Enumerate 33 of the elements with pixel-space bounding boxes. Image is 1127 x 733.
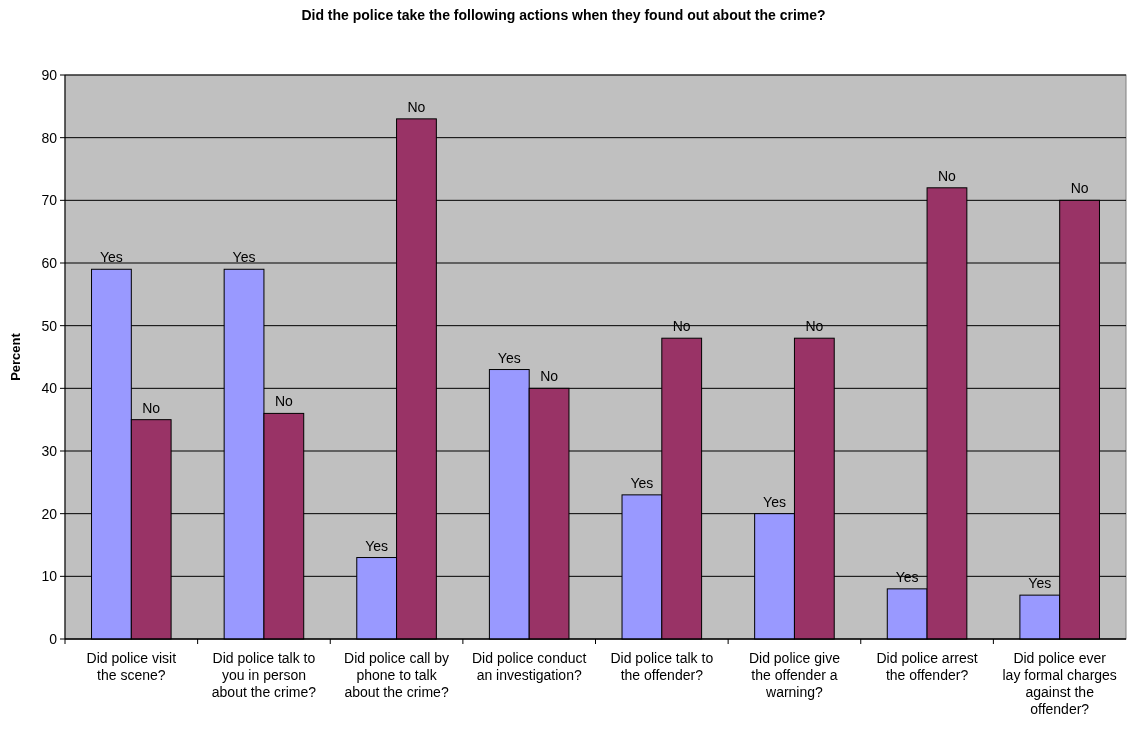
x-tick-label: Did police arrest the offender?	[876, 650, 978, 683]
text: No	[938, 167, 956, 184]
y-tick-label: 70	[41, 192, 58, 209]
y-tick-label: 10	[41, 568, 58, 585]
x-tick-label: Did police talk to you in person about the crime?	[211, 650, 317, 700]
y-tick-label: 60	[41, 254, 58, 271]
x-tick-label: Did police ever lay formal charges against the offender?	[1002, 650, 1117, 717]
y-tick-label: 30	[41, 442, 58, 459]
series-label: Yes	[763, 493, 786, 510]
x-tick-label: Did police talk to the offender?	[610, 650, 714, 683]
text: Yes	[232, 249, 256, 266]
y-tick-label: 0	[49, 630, 58, 647]
text: Yes	[1028, 575, 1052, 592]
x-tick-label: Did police call by phone to talk about the crime?	[344, 650, 450, 700]
y-tick-label: 80	[41, 129, 58, 146]
text: Yes	[100, 249, 123, 266]
y-tick-label: 20	[41, 505, 58, 522]
text: No	[274, 393, 293, 410]
text: Yes	[630, 474, 654, 491]
text: Yes	[497, 349, 521, 366]
text: Yes	[365, 537, 389, 554]
x-tick-label: Did police give the offender a warning?	[748, 650, 841, 700]
chart-title: Did the police take the following actions when they found out about the crime?	[301, 7, 826, 23]
text: No	[407, 98, 426, 115]
text: No	[1070, 180, 1089, 197]
y-tick-label: 40	[41, 380, 58, 397]
y-tick-label: 50	[41, 317, 58, 334]
y-tick-label: 90	[41, 66, 58, 83]
series-label: No	[142, 399, 161, 416]
x-tick-label: Did police conduct an investigation?	[471, 650, 587, 683]
x-tick-label: Did police visit the scene?	[86, 650, 177, 683]
y-axis-title: Percent	[8, 332, 23, 381]
text: No	[540, 368, 559, 385]
